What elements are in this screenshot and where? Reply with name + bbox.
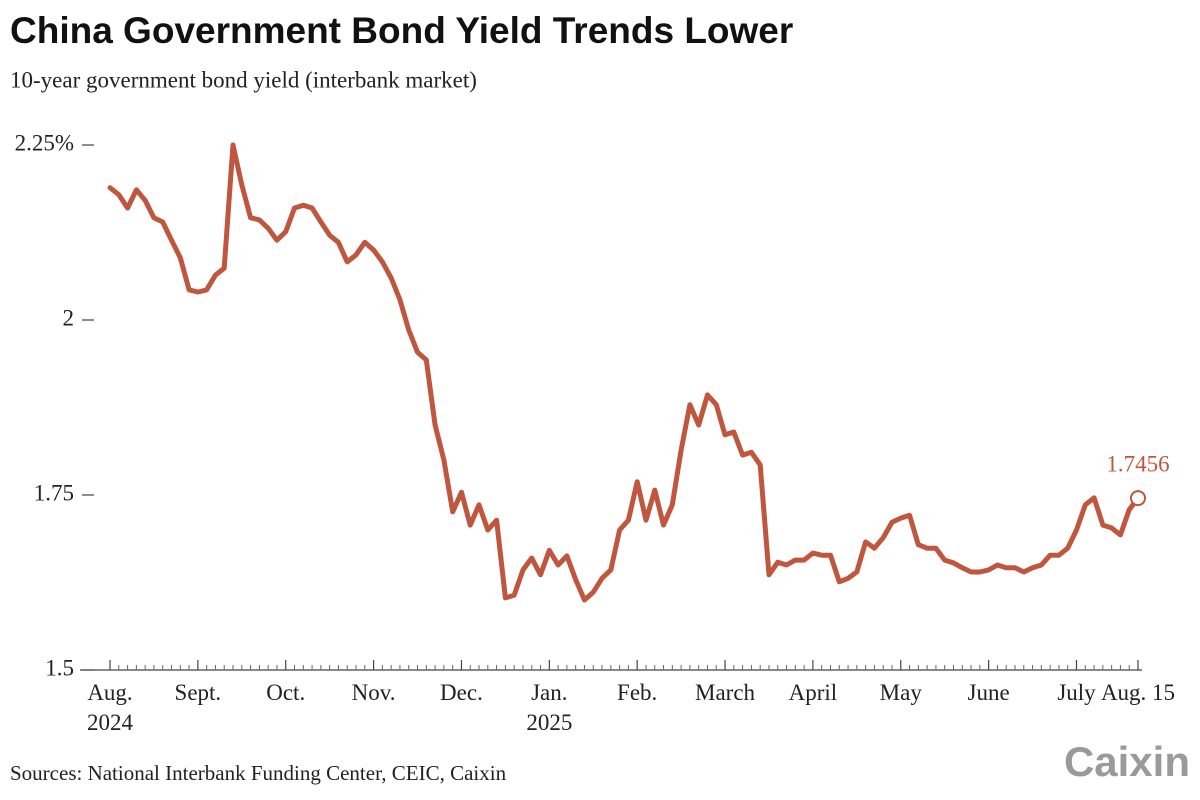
x-tick-label: March (695, 680, 756, 705)
x-tick-label-line: April (789, 680, 838, 705)
y-tick-label: 2 (63, 305, 75, 330)
chart-title: China Government Bond Yield Trends Lower (10, 10, 793, 51)
x-tick-label-line: June (968, 680, 1010, 705)
line (107, 142, 1141, 603)
x-tick-label-line: Dec. (440, 680, 483, 705)
x-tick-label-line: Aug. (87, 680, 132, 705)
x-tick-label: Dec. (440, 680, 483, 705)
x-tick-label-line: 2025 (526, 710, 572, 735)
x-tick-label: Oct. (266, 680, 305, 705)
x-tick-label: Nov. (352, 680, 396, 705)
x-tick-label-line: May (880, 680, 923, 705)
value-label: 1.7456 (1106, 451, 1169, 476)
x-tick-label-line: Oct. (266, 680, 305, 705)
x-tick-label: Aug. 15 (1101, 680, 1175, 705)
x-tick-label-line: 2024 (87, 710, 134, 735)
x-tick-label: Feb. (617, 680, 657, 705)
x-tick-label: Aug. 2024 (87, 680, 134, 735)
x-tick-label-line: March (695, 680, 756, 705)
x-tick-label: May (880, 680, 923, 705)
x-tick-label-line: Nov. (352, 680, 396, 705)
end-marker (1130, 490, 1146, 507)
x-tick-label: Jan. 2025 (526, 680, 572, 735)
x-tick-label-line: Aug. 15 (1101, 680, 1175, 705)
x-tick-label: July (1057, 680, 1096, 705)
x-tick-label-line: Sept. (175, 680, 222, 705)
x-tick-label: Sept. (175, 680, 222, 705)
x-tick-label: June (968, 680, 1010, 705)
source: Sources: National Interbank Funding Cent… (10, 761, 507, 785)
chart-subtitle: 10-year government bond yield (interbank… (10, 67, 477, 92)
x-tick-label-line: Jan. (531, 680, 567, 705)
y-tick-label: 2.25% (15, 130, 74, 155)
x-tick-label: April (789, 680, 838, 705)
x-tick-label-line: Feb. (617, 680, 657, 705)
y-tick-label: 1.75 (34, 480, 74, 505)
x-tick-label-line: July (1057, 680, 1096, 705)
y-tick-label: 1.5 (45, 655, 74, 680)
logo: Caixin (1064, 738, 1190, 785)
